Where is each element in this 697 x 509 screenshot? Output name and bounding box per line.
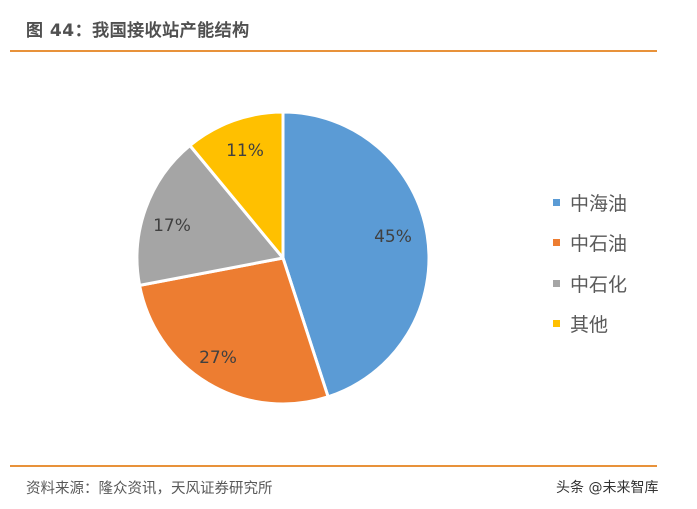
slice-percent-label: 17%	[153, 216, 191, 236]
legend-swatch-icon	[553, 239, 560, 247]
slice-percent-label: 11%	[226, 141, 264, 161]
legend-label: 中石化	[570, 273, 628, 296]
slice-percent-label: 27%	[199, 348, 237, 368]
slice-cnooc	[281, 110, 431, 399]
slice-percent-label: 45%	[374, 227, 412, 247]
source-note: 资料来源：隆众资讯，天风证券研究所	[26, 481, 273, 497]
legend-label: 中石油	[570, 233, 628, 256]
legend-label: 其他	[570, 314, 609, 337]
legend-item-cnooc: 中海油	[553, 182, 627, 223]
slice-sinopec	[135, 144, 285, 287]
slice-others	[188, 110, 285, 260]
top-divider	[10, 50, 657, 52]
legend-item-sinopec: 中石化	[553, 263, 627, 304]
legend-item-others: 其他	[553, 304, 627, 345]
legend-swatch-icon	[553, 279, 560, 287]
figure-title: 图 44：我国接收站产能结构	[26, 21, 250, 41]
bottom-divider	[10, 465, 657, 467]
chart-legend: 中海油 中石油 中石化 其他	[553, 182, 627, 344]
legend-swatch-icon	[553, 320, 560, 328]
legend-swatch-icon	[553, 198, 560, 206]
legend-item-cnpc: 中石油	[553, 223, 627, 264]
watermark: 头条 @未来智库	[556, 480, 659, 496]
slice-cnpc	[138, 256, 330, 406]
legend-label: 中海油	[570, 192, 628, 215]
